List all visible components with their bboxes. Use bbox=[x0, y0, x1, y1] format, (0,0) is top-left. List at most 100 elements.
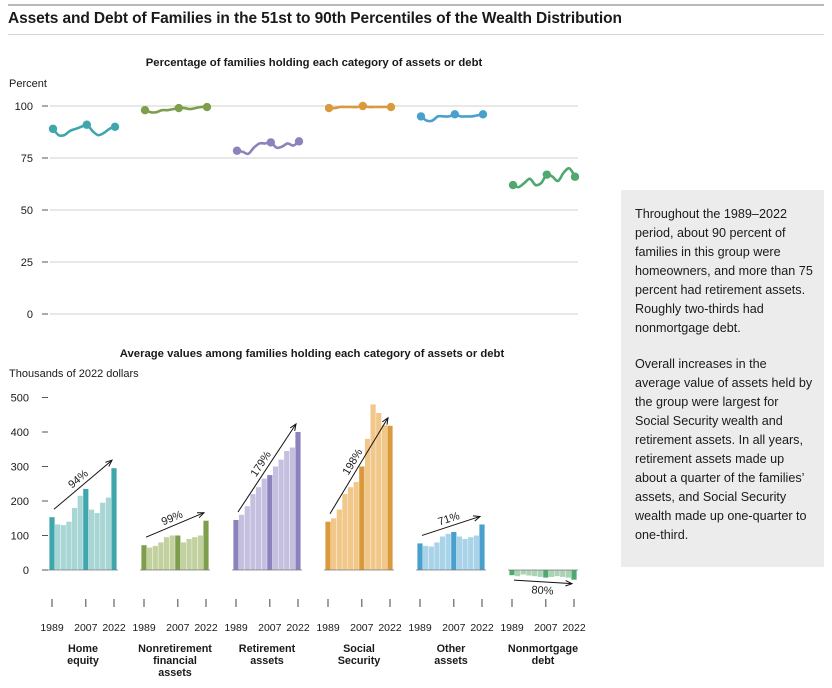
bar bbox=[186, 539, 192, 570]
bar bbox=[331, 518, 337, 571]
bar-xtick-label: 2007 bbox=[350, 622, 374, 634]
bar bbox=[370, 404, 376, 570]
change-label: 99% bbox=[160, 509, 185, 529]
bar bbox=[479, 524, 485, 570]
bar bbox=[272, 466, 279, 570]
bar-xtick-label: 2007 bbox=[258, 622, 282, 634]
change-arrow-line bbox=[421, 515, 481, 536]
line-point bbox=[508, 180, 518, 190]
bar bbox=[152, 545, 158, 570]
bar bbox=[376, 413, 382, 570]
line-point bbox=[140, 105, 150, 115]
bar bbox=[543, 570, 549, 578]
line-point bbox=[110, 122, 120, 131]
bar-xtick-label: 2007 bbox=[442, 622, 466, 634]
bar bbox=[278, 459, 284, 570]
bar-xtick-label: 2022 bbox=[102, 622, 126, 634]
bar-ytick-label: 0 bbox=[23, 565, 29, 577]
figure-title: Assets and Debt of Families in the 51st … bbox=[8, 10, 622, 27]
bar-xtick-label: 2022 bbox=[562, 622, 586, 634]
change-label: 179% bbox=[248, 449, 274, 479]
bar bbox=[347, 487, 354, 570]
bar bbox=[255, 487, 262, 570]
bar-category-label: Home bbox=[68, 643, 98, 655]
bar-category-label: assets bbox=[250, 655, 284, 667]
line-point bbox=[202, 102, 212, 112]
bar bbox=[158, 542, 164, 570]
title-rule bbox=[8, 34, 824, 35]
change-arrow-line bbox=[329, 417, 389, 514]
line-point bbox=[324, 103, 334, 113]
bar-category-label: Security bbox=[338, 655, 381, 667]
bar-xtick-label: 1989 bbox=[408, 622, 432, 634]
change-arrow-head bbox=[197, 512, 206, 519]
bar-xtick-label: 2022 bbox=[286, 622, 310, 634]
sidebar-paragraph-2: Overall increases in the average value o… bbox=[635, 357, 813, 542]
bar bbox=[515, 570, 521, 577]
line-panel-title: Percentage of families holding each cate… bbox=[146, 57, 483, 69]
bar-category-label: Nonretirement bbox=[138, 643, 212, 655]
bar-ytick-label: 200 bbox=[11, 496, 29, 508]
bar bbox=[60, 525, 66, 570]
bar-xtick-label: 1989 bbox=[40, 622, 64, 634]
bar bbox=[88, 509, 95, 570]
bar bbox=[381, 425, 387, 570]
line-point bbox=[82, 120, 92, 129]
bar-xtick-label: 2007 bbox=[74, 622, 98, 634]
bar bbox=[244, 506, 250, 570]
bar bbox=[417, 543, 423, 570]
bar bbox=[468, 537, 474, 570]
bar-xtick-label: 2022 bbox=[194, 622, 218, 634]
bar-ytick-label: 500 bbox=[11, 393, 29, 405]
bar bbox=[94, 513, 100, 570]
bar bbox=[336, 509, 342, 570]
line-ytick-label: 50 bbox=[21, 205, 33, 217]
bar bbox=[462, 539, 468, 570]
bar bbox=[364, 438, 371, 570]
bar bbox=[423, 545, 429, 570]
bar-ytick-label: 400 bbox=[11, 427, 29, 439]
bar-xtick-label: 2022 bbox=[378, 622, 402, 634]
bar-category-label: debt bbox=[532, 655, 555, 667]
line-point bbox=[266, 138, 276, 147]
line-panel: Percentage of families holding each cate… bbox=[9, 57, 580, 321]
line-point bbox=[232, 146, 242, 155]
bar bbox=[175, 535, 181, 570]
bar bbox=[554, 570, 560, 577]
bar bbox=[141, 545, 147, 570]
line-point bbox=[450, 110, 460, 119]
bar bbox=[565, 570, 571, 578]
line-point bbox=[542, 170, 552, 179]
line-ytick-label: 75 bbox=[21, 153, 33, 165]
line-series bbox=[511, 167, 577, 189]
change-label: 94% bbox=[66, 468, 91, 492]
bar-xtick-label: 1989 bbox=[500, 622, 524, 634]
bar-category-label: assets bbox=[434, 655, 468, 667]
change-arrow-line bbox=[145, 512, 205, 538]
bar bbox=[359, 466, 365, 570]
bar-panel-title: Average values among families holding ea… bbox=[120, 348, 505, 360]
line-point bbox=[48, 124, 58, 134]
bar bbox=[239, 514, 245, 570]
bar-xtick-label: 1989 bbox=[132, 622, 156, 634]
bar bbox=[261, 478, 267, 570]
bar bbox=[456, 536, 463, 570]
bar-xtick-label: 1989 bbox=[224, 622, 248, 634]
bar bbox=[233, 520, 239, 570]
bar bbox=[295, 432, 301, 570]
line-point bbox=[294, 137, 304, 146]
bar bbox=[180, 542, 187, 570]
bar bbox=[147, 547, 153, 570]
bar bbox=[250, 494, 256, 570]
line-point bbox=[386, 102, 396, 112]
bar bbox=[203, 520, 209, 570]
bar bbox=[537, 570, 543, 577]
top-rule bbox=[8, 4, 824, 6]
change-label: 71% bbox=[437, 510, 462, 528]
bar bbox=[571, 570, 577, 580]
bar-xtick-label: 2007 bbox=[534, 622, 558, 634]
bar bbox=[49, 517, 55, 570]
bar-ytick-label: 100 bbox=[11, 531, 29, 543]
bar bbox=[439, 536, 446, 570]
